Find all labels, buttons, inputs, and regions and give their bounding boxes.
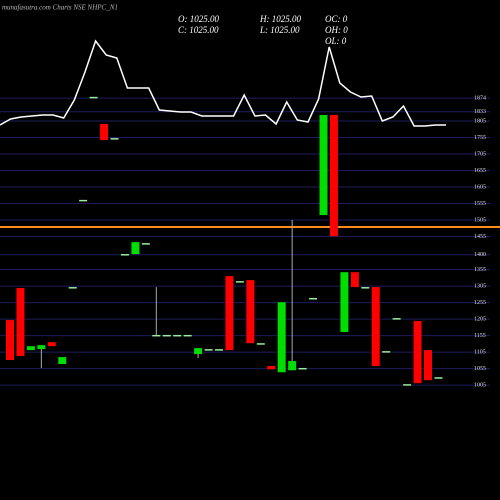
candle-body <box>340 272 349 332</box>
candle-body <box>162 334 171 337</box>
candle-body <box>403 384 412 386</box>
candle-body <box>120 254 129 256</box>
candle-body <box>413 321 422 384</box>
y-tick-label: 1255 <box>474 300 486 306</box>
candle-body <box>215 349 223 351</box>
candle-body <box>100 123 109 141</box>
candle-body <box>319 115 328 216</box>
candle-body <box>246 280 255 344</box>
candle-body <box>277 302 286 373</box>
candle-body <box>16 288 25 357</box>
y-tick-label: 1705 <box>474 151 486 157</box>
candle-body <box>183 334 192 337</box>
candle-body <box>371 287 380 366</box>
candle-body <box>424 350 432 381</box>
y-tick-label: 1400 <box>474 252 486 258</box>
y-tick-label: 1755 <box>474 135 486 141</box>
y-tick-label: 1805 <box>474 118 486 124</box>
candle-body <box>131 242 140 255</box>
candle-body <box>298 367 307 370</box>
candle-body <box>194 348 203 355</box>
info-label: OH: 0 <box>325 25 348 35</box>
info-label: OC: 0 <box>325 14 348 24</box>
candle-body <box>68 287 77 289</box>
info-label: L: 1025.00 <box>259 25 300 35</box>
y-tick-label: 1605 <box>474 184 486 190</box>
y-tick-label: 1005 <box>474 383 486 389</box>
y-tick-label: 1105 <box>474 349 486 355</box>
candle-body <box>392 318 401 320</box>
candle-body <box>382 351 391 353</box>
y-tick-label: 1055 <box>474 366 486 372</box>
indicator-line <box>0 39 446 127</box>
y-tick-label: 1874 <box>474 96 486 102</box>
candle-body <box>309 297 318 300</box>
candle-body <box>58 357 67 365</box>
candle-body <box>256 343 265 345</box>
candle-body <box>110 138 119 140</box>
candle-body <box>288 361 297 371</box>
candle-body <box>79 199 88 202</box>
y-tick-label: 1155 <box>474 333 486 339</box>
candle-body <box>361 287 370 289</box>
y-tick-label: 1505 <box>474 217 486 223</box>
info-label: O: 1025.00 <box>178 14 219 24</box>
candle-body <box>434 377 443 379</box>
candle-body <box>350 272 359 288</box>
candle-body <box>89 96 98 99</box>
info-label: H: 1025.00 <box>259 14 301 24</box>
info-label: OL: 0 <box>325 36 347 46</box>
y-tick-label: 1833 <box>474 109 486 115</box>
candle-body <box>173 334 182 337</box>
candle-body <box>204 349 213 351</box>
candle-body <box>329 115 338 237</box>
candle-body <box>235 281 244 283</box>
chart-title: munafasutra.com Charts NSE NHPC_N1 <box>2 4 118 12</box>
candle-body <box>267 365 276 370</box>
y-tick-label: 1555 <box>474 201 486 207</box>
candle-body <box>225 276 234 351</box>
y-tick-label: 1655 <box>474 168 486 174</box>
y-tick-label: 1355 <box>474 267 486 273</box>
candle-body <box>141 243 150 245</box>
candle-body <box>152 334 161 337</box>
y-tick-label: 1205 <box>474 316 486 322</box>
candle-body <box>37 345 46 350</box>
candle-body <box>47 342 56 347</box>
candle-body <box>6 320 14 361</box>
info-label: C: 1025.00 <box>178 25 219 35</box>
y-tick-label: 1305 <box>474 283 486 289</box>
candle-body <box>26 346 35 351</box>
y-tick-label: 1455 <box>474 234 486 240</box>
